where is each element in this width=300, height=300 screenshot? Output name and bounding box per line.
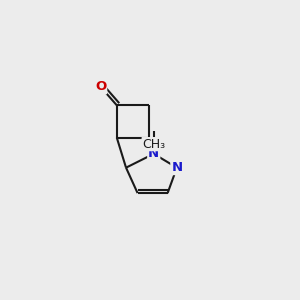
Text: N: N <box>148 147 159 160</box>
Text: CH₃: CH₃ <box>142 138 165 151</box>
Text: O: O <box>95 80 106 93</box>
Text: N: N <box>171 161 182 174</box>
